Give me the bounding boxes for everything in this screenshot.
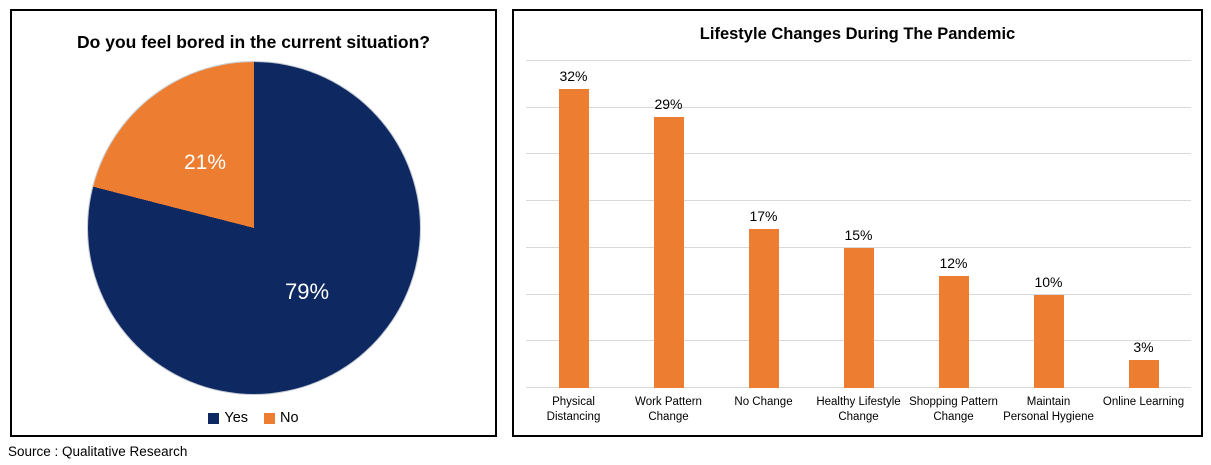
legend-swatch-no bbox=[264, 412, 276, 424]
bar bbox=[1128, 359, 1159, 388]
pie-chart-panel: Do you feel bored in the current situati… bbox=[10, 9, 497, 437]
legend-label-yes: Yes bbox=[224, 410, 249, 426]
category-label: Work Pattern Change bbox=[635, 396, 702, 423]
pie-legend: Yes No bbox=[12, 410, 495, 426]
bar-column: 17% No Change bbox=[716, 61, 811, 408]
pie-chart-area: 21% 79% bbox=[12, 11, 495, 435]
bar-chart-panel: Lifestyle Changes During The Pandemic 32… bbox=[512, 9, 1203, 437]
bar bbox=[748, 229, 779, 388]
bar-value-label: 3% bbox=[1133, 338, 1154, 355]
legend-swatch-yes bbox=[208, 412, 220, 424]
source-note: Source : Qualitative Research bbox=[8, 444, 188, 459]
bar-plot-area: 32% Physical Distancing 29% Work Pattern Chan… bbox=[526, 60, 1191, 423]
bar-value-label: 12% bbox=[939, 254, 968, 271]
bar-column: 10% Maintain Personal Hygiene bbox=[1001, 61, 1096, 423]
bar bbox=[843, 247, 874, 388]
bar-chart-title: Lifestyle Changes During The Pandemic bbox=[699, 25, 1016, 43]
pie-slice-label-yes: 79% bbox=[284, 279, 330, 304]
bar bbox=[558, 89, 589, 388]
bar-column: 3% Online Learning bbox=[1096, 61, 1191, 408]
category-label: Healthy Lifestyle Change bbox=[816, 396, 901, 423]
bar-column: 32% Physical Distancing bbox=[526, 61, 621, 423]
gridline bbox=[526, 106, 1191, 108]
category-label: Online Learning bbox=[1102, 396, 1185, 408]
pie-slice-label-no: 21% bbox=[183, 151, 227, 174]
gridline bbox=[526, 60, 1191, 61]
category-label: Shopping Pattern Change bbox=[909, 396, 998, 423]
bar bbox=[653, 117, 684, 388]
legend-item-no: No bbox=[264, 410, 299, 426]
category-label: No Change bbox=[734, 396, 793, 408]
bar bbox=[1033, 294, 1064, 388]
bar-column: 12% Shopping Pattern Change bbox=[906, 61, 1001, 423]
bar-value-label: 17% bbox=[749, 208, 778, 225]
bar-column: 29% Work Pattern Change bbox=[621, 61, 716, 423]
bar-columns: 32% Physical Distancing 29% Work Pattern Chan… bbox=[526, 61, 1191, 423]
bar-column: 15% Healthy Lifestyle Change bbox=[811, 61, 906, 423]
gridline bbox=[526, 246, 1191, 248]
category-label: Physical Distancing bbox=[546, 396, 601, 423]
bar-value-label: 10% bbox=[1034, 273, 1063, 290]
bar-value-label: 15% bbox=[844, 226, 873, 243]
gridline bbox=[526, 200, 1191, 202]
pie-chart-title: Do you feel bored in the current situati… bbox=[77, 32, 430, 52]
bar bbox=[938, 275, 969, 388]
category-label: Maintain Personal Hygiene bbox=[1003, 396, 1094, 423]
bar-value-label: 32% bbox=[559, 68, 588, 85]
bar-value-label: 29% bbox=[654, 96, 683, 113]
legend-item-yes: Yes bbox=[208, 410, 248, 426]
pie-chart bbox=[88, 62, 420, 394]
legend-label-no: No bbox=[280, 410, 299, 426]
gridline bbox=[526, 153, 1191, 155]
